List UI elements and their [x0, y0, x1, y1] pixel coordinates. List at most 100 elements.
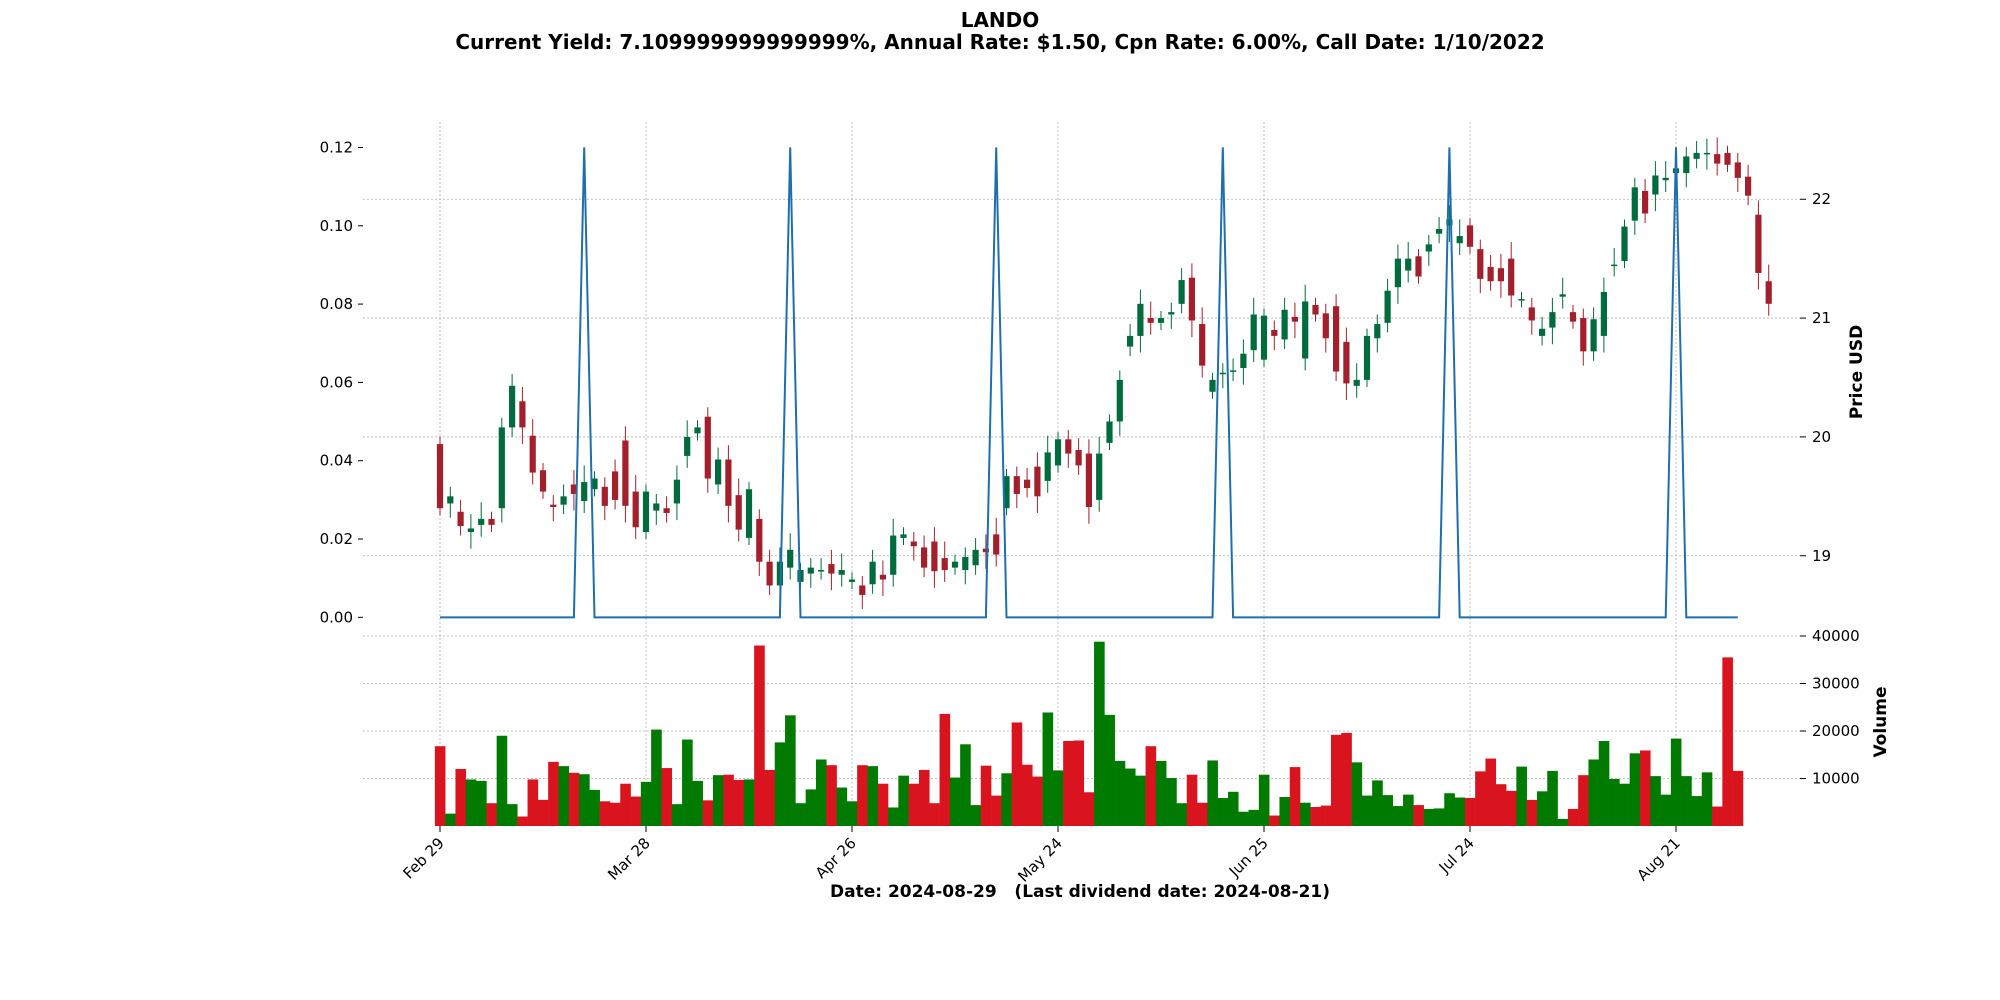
- candle: [478, 502, 485, 537]
- candle: [1075, 438, 1082, 475]
- candle-body: [1219, 372, 1226, 375]
- volume-bar: [1258, 774, 1270, 826]
- candle-body: [663, 508, 670, 513]
- candle: [1528, 297, 1535, 335]
- candle-body: [951, 561, 959, 568]
- candle: [1302, 284, 1309, 371]
- candle-body: [498, 427, 505, 509]
- volume-bar: [692, 780, 703, 826]
- candle: [1044, 435, 1051, 493]
- volume-tick-label: 30000: [1812, 675, 1860, 693]
- date-axis-label: Date: 2024-08-29 (Last dividend date: 20…: [829, 882, 1330, 902]
- candle: [1662, 161, 1669, 193]
- volume-bar: [620, 783, 631, 826]
- volume-bar: [1701, 772, 1713, 826]
- candle: [1034, 452, 1041, 513]
- volume-bar: [1351, 762, 1363, 826]
- volume-bar: [836, 787, 848, 826]
- volume-bar: [1526, 799, 1538, 826]
- candle-body: [1508, 258, 1515, 296]
- volume-tick-label: 20000: [1812, 722, 1860, 740]
- candle: [519, 387, 526, 445]
- volume-bar: [939, 713, 951, 826]
- candle-body: [1621, 226, 1628, 262]
- volume-bar: [682, 739, 693, 826]
- candle: [1230, 358, 1237, 382]
- candle: [1384, 278, 1391, 333]
- candle: [1219, 363, 1226, 389]
- candle-body: [1157, 318, 1165, 323]
- candle: [498, 417, 505, 523]
- price-tick-label: 20: [1812, 428, 1831, 446]
- volume-bar: [517, 816, 528, 826]
- candle: [467, 514, 474, 549]
- candle-body: [1106, 421, 1113, 443]
- volume-bar: [1186, 774, 1198, 826]
- candle: [436, 436, 444, 516]
- volume-bar: [929, 803, 940, 826]
- candle: [962, 547, 969, 585]
- volume-bar: [1114, 760, 1126, 826]
- candle: [529, 419, 536, 485]
- candle-body: [1384, 290, 1391, 323]
- candle: [1683, 146, 1690, 188]
- candle: [1477, 239, 1484, 294]
- candle-body: [1065, 439, 1072, 454]
- candle: [1374, 314, 1381, 353]
- candle: [1322, 303, 1329, 353]
- candle-body: [1528, 307, 1535, 321]
- candle: [447, 486, 454, 518]
- candle-body: [1312, 305, 1319, 315]
- volume-bar: [712, 775, 724, 826]
- candle: [1353, 363, 1360, 398]
- candle: [900, 527, 907, 546]
- candle: [1703, 138, 1710, 170]
- volume-bar: [1248, 809, 1260, 826]
- candle: [1333, 294, 1340, 382]
- candle-body: [879, 574, 886, 580]
- candle-body: [1487, 266, 1494, 282]
- candle-body: [848, 579, 856, 582]
- candle-body: [1034, 466, 1041, 497]
- candle-body: [869, 561, 876, 585]
- volume-bars: [434, 641, 1744, 826]
- candle: [1260, 308, 1268, 367]
- candle-body: [1013, 476, 1020, 494]
- volume-bar: [1691, 796, 1703, 826]
- volume-bar: [1495, 784, 1507, 826]
- candle: [931, 527, 938, 588]
- candle-body: [900, 534, 907, 538]
- candle-body: [1662, 177, 1669, 181]
- candle-body: [1343, 341, 1350, 384]
- price-axis-label: Price USD: [1847, 325, 1867, 419]
- volume-bar: [640, 781, 652, 826]
- candle-body: [787, 549, 794, 568]
- candle-body: [1755, 214, 1762, 273]
- price-tick-label: 22: [1812, 190, 1831, 208]
- volume-bar: [846, 801, 858, 826]
- candle: [570, 470, 577, 511]
- candle-body: [1652, 175, 1659, 195]
- candle-body: [1075, 449, 1082, 466]
- candle-body: [1405, 258, 1412, 271]
- candle: [1425, 234, 1432, 266]
- volume-bar: [1475, 771, 1486, 826]
- volume-bar: [1567, 808, 1579, 826]
- candle-body: [1580, 318, 1587, 352]
- candle: [1518, 291, 1525, 308]
- date-tick-label: May 24: [1014, 834, 1066, 886]
- candle: [1765, 264, 1772, 316]
- candle-body: [1611, 264, 1618, 267]
- volume-bar: [1629, 753, 1641, 826]
- candle: [684, 420, 691, 468]
- candle-body: [941, 558, 948, 571]
- volume-bar: [1361, 795, 1373, 826]
- candle: [612, 459, 619, 510]
- candle-body: [509, 385, 516, 428]
- volume-bar: [1145, 746, 1157, 826]
- candle: [1734, 152, 1741, 193]
- candle-body: [1230, 370, 1237, 372]
- price-axis: 19 20 21 22: [1800, 190, 1831, 565]
- candle: [1106, 414, 1113, 450]
- candle: [1745, 164, 1752, 206]
